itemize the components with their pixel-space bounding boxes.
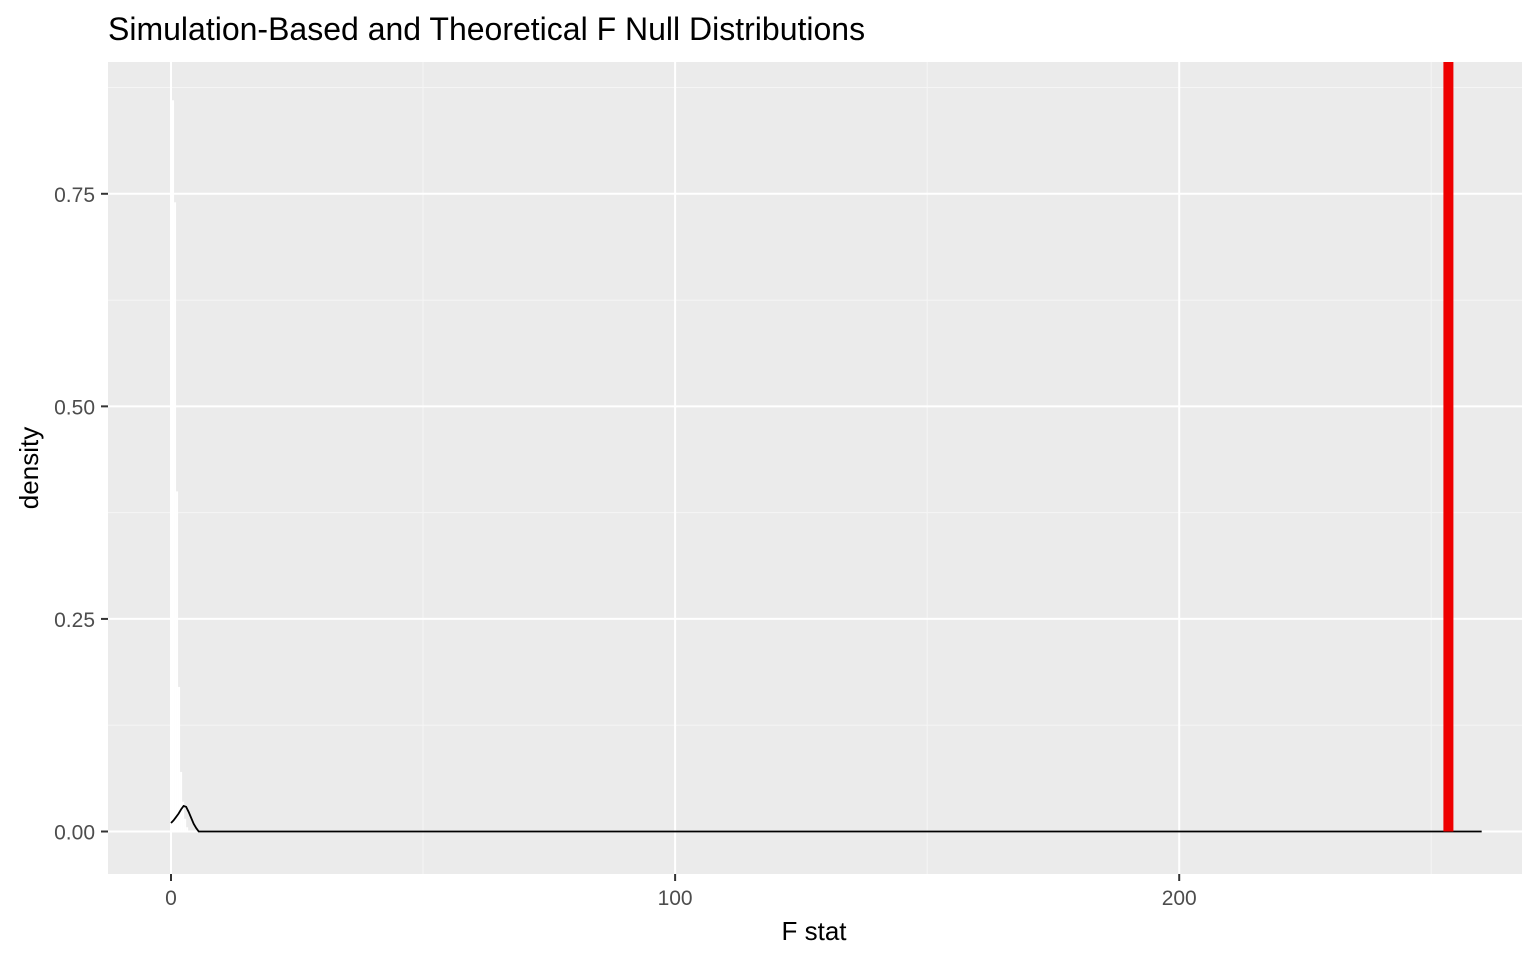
- histogram-bar: [184, 818, 187, 832]
- chart-title: Simulation-Based and Theoretical F Null …: [108, 11, 865, 47]
- histogram-bar: [172, 100, 175, 832]
- x-axis-ticks: 0 100 200: [165, 874, 1197, 910]
- histogram-bar: [180, 771, 183, 832]
- density-curve: [170, 804, 1482, 833]
- y-tick-label: 0.75: [54, 184, 95, 207]
- histogram-bar: [182, 801, 185, 832]
- x-tick-label: 0: [165, 887, 177, 910]
- histogram-bar: [174, 202, 177, 832]
- histogram-bar: [176, 491, 179, 832]
- y-axis-ticks: 0.00 0.25 0.50 0.75: [54, 184, 108, 844]
- minor-gridlines: [108, 62, 1522, 874]
- x-tick-label: 200: [1162, 887, 1197, 910]
- plot-panel: [108, 62, 1522, 874]
- x-axis-title: F stat: [781, 916, 847, 946]
- y-tick-label: 0.50: [54, 396, 95, 419]
- y-tick-label: 0.00: [54, 821, 95, 844]
- x-tick-label: 100: [658, 887, 693, 910]
- histogram-bars: [172, 100, 189, 832]
- histogram-bar: [178, 686, 181, 832]
- histogram-bar: [186, 827, 189, 832]
- y-axis-title: density: [14, 427, 44, 509]
- observed-statistic-line: [1443, 62, 1454, 832]
- y-tick-label: 0.25: [54, 609, 95, 632]
